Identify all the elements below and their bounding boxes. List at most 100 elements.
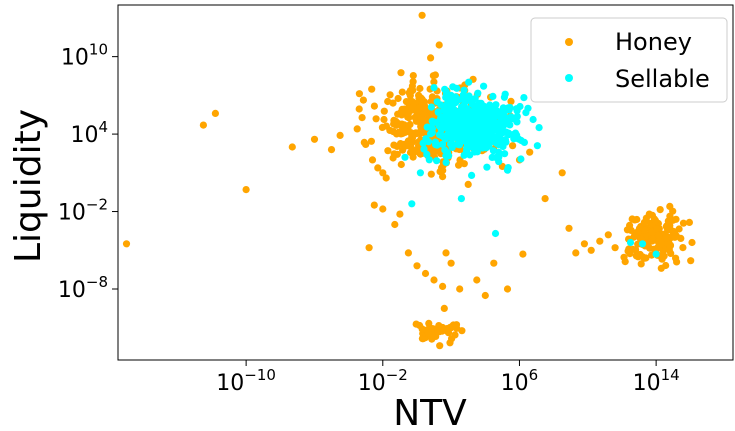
honey-point xyxy=(404,139,412,147)
honey-point xyxy=(447,259,455,267)
sellable-point xyxy=(408,200,416,208)
honey-point xyxy=(390,141,398,149)
honey-point xyxy=(310,135,319,143)
sellable-point xyxy=(473,101,481,109)
sellable-point xyxy=(529,115,537,124)
sellable-point xyxy=(459,111,467,119)
honey-point xyxy=(417,114,425,122)
sellable-point xyxy=(427,123,435,131)
legend-sellable-label: Sellable xyxy=(615,65,710,93)
sellable-point xyxy=(480,82,488,90)
honey-point xyxy=(436,342,444,350)
honey-point xyxy=(464,180,472,188)
honey-point xyxy=(211,109,219,117)
honey-point xyxy=(435,41,443,49)
sellable-point xyxy=(524,104,532,112)
honey-point xyxy=(519,250,527,258)
sellable-point xyxy=(512,105,521,113)
sellable-point xyxy=(520,94,528,102)
honey-point xyxy=(382,174,390,182)
sellable-point xyxy=(445,152,453,160)
honey-point xyxy=(384,147,392,155)
sellable-point xyxy=(442,158,450,166)
sellable-point xyxy=(510,135,518,143)
sellable-point xyxy=(438,140,447,148)
honey-point xyxy=(679,244,687,252)
honey-point xyxy=(353,125,361,133)
honey-point xyxy=(473,276,481,284)
y-tick-label: 1010 xyxy=(61,41,108,71)
sellable-point xyxy=(449,129,457,137)
honey-point xyxy=(671,233,679,241)
sellable-point xyxy=(503,166,512,174)
honey-point xyxy=(430,78,438,86)
honey-point xyxy=(327,146,336,154)
honey-point xyxy=(355,90,363,98)
honey-point xyxy=(656,206,664,214)
honey-point xyxy=(288,143,296,151)
honey-point xyxy=(380,107,388,115)
sellable-point xyxy=(425,156,433,164)
y-axis-title: Liquidity xyxy=(8,109,49,263)
honey-point xyxy=(418,335,426,343)
honey-point xyxy=(640,226,649,234)
sellable-point xyxy=(423,150,431,158)
sellable-point xyxy=(490,125,498,134)
honey-point xyxy=(587,246,595,254)
sellable-point xyxy=(447,119,456,127)
sellable-point xyxy=(478,144,487,152)
honey-point xyxy=(421,269,430,278)
honey-point xyxy=(503,285,512,293)
honey-point xyxy=(389,128,397,136)
honey-point xyxy=(365,244,373,252)
sellable-point xyxy=(517,136,525,145)
honey-point xyxy=(418,95,426,103)
sellable-point xyxy=(451,106,459,114)
sellable-point xyxy=(457,195,465,203)
honey-point xyxy=(122,240,131,248)
honey-point xyxy=(424,329,432,337)
honey-point xyxy=(418,101,426,109)
honey-point xyxy=(418,11,426,19)
honey-point xyxy=(392,117,400,126)
honey-point xyxy=(604,231,612,239)
honey-point xyxy=(393,150,401,158)
honey-point xyxy=(379,205,387,213)
honey-point xyxy=(580,240,589,248)
honey-point xyxy=(199,121,207,129)
sellable-point xyxy=(498,113,507,121)
sellable-point xyxy=(447,91,455,99)
sellable-point xyxy=(504,129,513,137)
sellable-point xyxy=(434,108,442,117)
legend-honey-label: Honey xyxy=(615,28,692,56)
honey-point xyxy=(430,276,438,284)
sellable-point xyxy=(535,124,543,132)
honey-point xyxy=(425,319,433,327)
honey-point xyxy=(367,137,375,145)
sellable-point xyxy=(465,129,473,137)
data-points xyxy=(122,11,696,350)
honey-point xyxy=(398,88,406,96)
honey-point xyxy=(673,258,681,266)
honey-point xyxy=(460,160,468,168)
honey-point xyxy=(455,161,463,169)
honey-point xyxy=(526,148,534,156)
sellable-point xyxy=(489,147,497,155)
honey-point xyxy=(508,142,517,150)
honey-point xyxy=(687,257,695,265)
honey-point xyxy=(368,85,376,93)
sellable-point xyxy=(517,155,525,163)
honey-point xyxy=(651,216,660,225)
sellable-point xyxy=(504,114,513,122)
sellable-point xyxy=(499,137,507,146)
honey-point xyxy=(481,291,489,300)
sellable-point xyxy=(428,117,436,125)
honey-point xyxy=(368,156,377,164)
sellable-point xyxy=(501,150,509,158)
sellable-point xyxy=(416,169,424,177)
honey-point xyxy=(633,215,641,224)
honey-point xyxy=(358,114,366,122)
honey-point xyxy=(401,105,409,113)
honey-point xyxy=(658,239,666,247)
sellable-point xyxy=(469,116,477,124)
